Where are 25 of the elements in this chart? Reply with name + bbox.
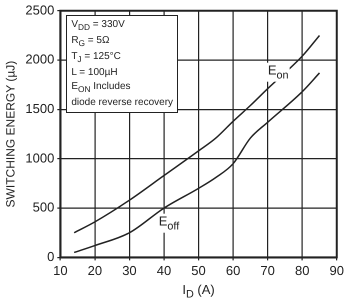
x-tick-label: 50 [191,262,206,278]
y-tick-label: 2000 [25,52,54,67]
x-tick-label: 90 [330,262,344,278]
y-axis-title: SWITCHING ENERGY (µJ) [4,60,18,208]
annotation: E$_{ON}$ Includes [71,80,132,96]
y-tick-label: 500 [32,200,54,215]
x-tick-label: 10 [53,262,68,278]
y-tick-label: 0 [47,248,54,264]
x-tick-label: 80 [294,262,310,278]
x-tick-label: 60 [226,262,240,278]
x-axis-title: I$_{D}$ (A) [182,282,215,301]
annotation: L = 100µH [71,66,119,80]
annotation: T$_{J}$ = 125°C [71,50,122,66]
annotation: R$_{G}$ = 5Ω [71,34,110,50]
x-tick-label: 30 [122,262,137,278]
annotation: V$_{DD}$ = 330V [71,18,126,34]
y-tick-label: 1000 [25,150,54,166]
annotation: diode reverse recovery [71,96,174,110]
x-tick-label: 20 [88,262,102,278]
x-tick-label: 70 [260,262,275,278]
series-label: E$_{off}$ [158,214,180,232]
series-label: E$_{on}$ [266,62,290,82]
x-tick-label: 40 [156,262,172,278]
y-tick-label: 1500 [25,101,54,116]
y-tick-label: 2500 [25,2,54,18]
